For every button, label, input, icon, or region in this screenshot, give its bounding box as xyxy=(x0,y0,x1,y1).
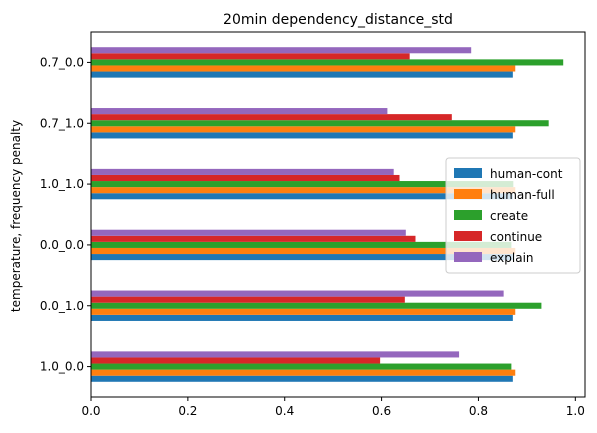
legend-label-human-full: human-full xyxy=(490,188,555,202)
bar-continue-0.0_0.0 xyxy=(91,235,416,242)
bar-create-0.7_0.0 xyxy=(91,59,564,66)
x-tick-label: 0.0 xyxy=(81,404,100,418)
bar-human-full-0.7_0.0 xyxy=(91,65,516,72)
x-tick-label: 0.2 xyxy=(178,404,197,418)
bar-continue-0.0_1.0 xyxy=(91,296,405,303)
bar-continue-0.7_1.0 xyxy=(91,114,452,121)
bar-continue-0.7_0.0 xyxy=(91,53,410,60)
bar-create-0.0_1.0 xyxy=(91,302,542,309)
bar-create-1.0_1.0 xyxy=(91,181,514,188)
legend: human-cont human-full create continue explai… xyxy=(445,157,581,274)
bar-human-cont-1.0_0.0 xyxy=(91,375,513,382)
x-ticks: 0.0 0.2 0.4 0.6 0.8 1.0 xyxy=(81,397,585,418)
legend-swatch-create xyxy=(454,210,482,220)
bar-human-cont-0.7_1.0 xyxy=(91,132,513,139)
bar-human-cont-0.7_0.0 xyxy=(91,71,513,78)
bar-explain-1.0_0.0 xyxy=(91,351,460,358)
bar-explain-0.0_0.0 xyxy=(91,229,406,236)
y-tick-label: 1.0_0.0 xyxy=(40,360,84,374)
y-tick-label: 0.7_1.0 xyxy=(40,116,84,130)
legend-swatch-human-full xyxy=(454,189,482,199)
y-tick-label: 0.0_0.0 xyxy=(40,238,84,252)
bar-human-cont-1.0_1.0 xyxy=(91,193,513,200)
legend-swatch-explain xyxy=(454,252,482,262)
legend-label-continue: continue xyxy=(490,230,542,244)
legend-box xyxy=(445,157,581,274)
legend-label-create: create xyxy=(490,209,528,223)
x-tick-label: 0.4 xyxy=(275,404,294,418)
bar-human-full-0.7_1.0 xyxy=(91,126,516,133)
legend-label-explain: explain xyxy=(490,251,534,265)
plot-frame xyxy=(90,31,586,398)
bar-explain-0.0_1.0 xyxy=(91,290,504,297)
bar-human-full-0.0_1.0 xyxy=(91,308,516,315)
bar-human-cont-0.0_1.0 xyxy=(91,314,513,321)
y-axis-label: temperature, frequency penalty xyxy=(9,120,23,312)
legend-swatch-human-cont xyxy=(454,168,482,178)
bar-human-full-0.0_0.0 xyxy=(91,247,516,255)
bar-continue-1.0_0.0 xyxy=(91,357,381,364)
bars-group xyxy=(91,47,564,382)
y-tick-label: 0.0_1.0 xyxy=(40,299,84,313)
legend-label-human-cont: human-cont xyxy=(490,167,563,181)
bar-human-full-1.0_1.0 xyxy=(91,187,516,194)
bar-human-full-1.0_0.0 xyxy=(91,369,516,376)
x-tick-label: 1.0 xyxy=(566,404,585,418)
x-tick-label: 0.8 xyxy=(469,404,488,418)
bar-explain-0.7_1.0 xyxy=(91,108,388,115)
y-ticks: 1.0_0.0 0.0_1.0 0.0_0.0 1.0_1.0 0.7_1.0 0.7_0… xyxy=(40,55,91,374)
x-tick-label: 0.6 xyxy=(372,404,391,418)
bar-human-cont-0.0_0.0 xyxy=(91,254,513,261)
bar-explain-0.7_0.0 xyxy=(91,47,472,54)
bar-create-0.7_1.0 xyxy=(91,120,549,127)
bar-explain-1.0_1.0 xyxy=(91,168,394,175)
bar-create-1.0_0.0 xyxy=(91,363,512,370)
chart-title: 20min dependency_distance_std xyxy=(223,12,453,28)
y-tick-label: 0.7_0.0 xyxy=(40,55,84,69)
y-tick-label: 1.0_1.0 xyxy=(40,177,84,191)
bar-create-0.0_0.0 xyxy=(91,241,512,248)
bar-continue-1.0_1.0 xyxy=(91,174,400,182)
legend-swatch-continue xyxy=(454,231,482,241)
